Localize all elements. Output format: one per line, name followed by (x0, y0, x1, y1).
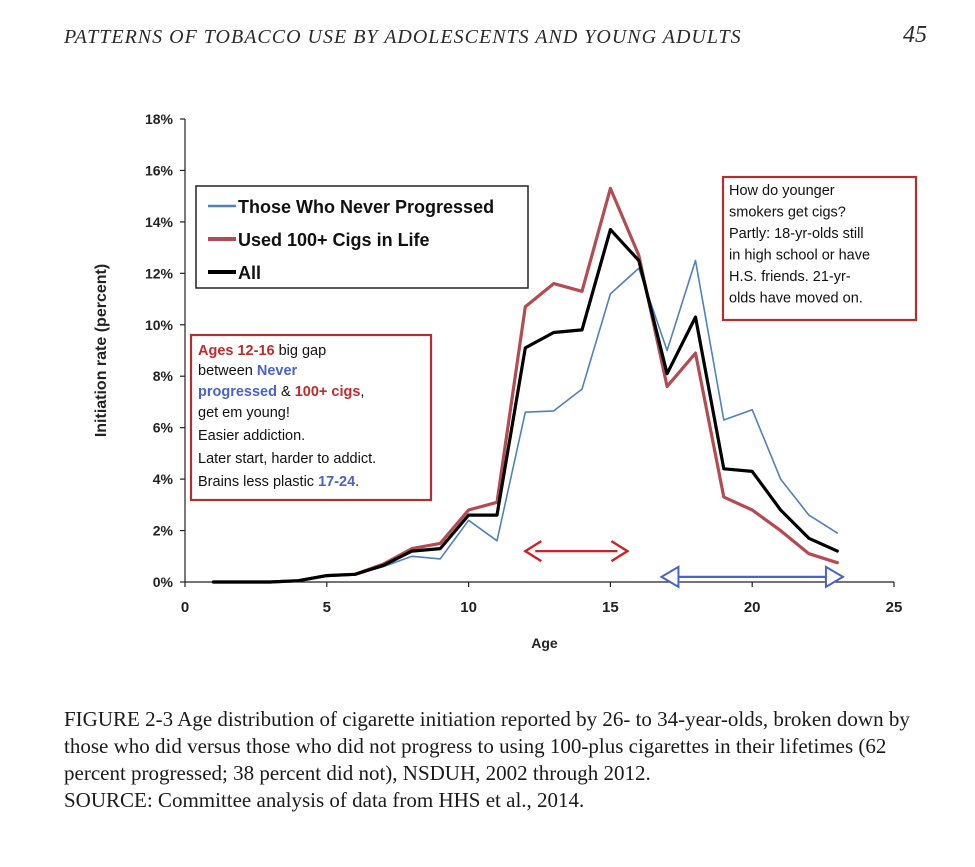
x-tick-label: 20 (744, 599, 761, 616)
legend-box (195, 185, 529, 289)
right-note-line: Partly: 18-yr-olds still (729, 226, 864, 242)
right-note-line: How do younger (729, 183, 835, 199)
y-axis-label: Initiation rate (percent) (93, 264, 110, 437)
series-line (211, 228, 839, 584)
y-tick-label: 4% (153, 471, 174, 487)
left-note-line: get em young! (198, 405, 290, 421)
right-note-line: olds have moved on. (729, 291, 863, 307)
page-number: 45 (903, 22, 927, 48)
left-note-line: progressed & 100+ cigs, (198, 384, 364, 400)
x-axis-label: Age (531, 635, 558, 651)
left-note-line: Later start, harder to addict. (198, 451, 376, 467)
left-note-line: Brains less plastic 17-24. (198, 474, 359, 490)
figure-caption-text: Age distribution of cigarette initiation… (64, 707, 910, 785)
y-tick-label: 8% (153, 368, 174, 384)
red-arrow-head-left (523, 540, 542, 563)
running-head: PATTERNS OF TOBACCO USE BY ADOLESCENTS A… (64, 26, 742, 48)
blue-arrow-head-right (824, 565, 845, 589)
y-tick-label: 0% (153, 574, 174, 590)
right-note-line: in high school or have (729, 248, 870, 264)
left-note-line: between Never (198, 363, 298, 379)
left-note-line: Easier addiction. (198, 428, 305, 444)
figure-label: FIGURE 2-3 (64, 707, 174, 731)
figure-caption: FIGURE 2-3 Age distribution of cigarette… (64, 706, 934, 814)
x-tick-label: 25 (886, 599, 903, 616)
y-tick-label: 10% (145, 317, 174, 333)
legend-label: Those Who Never Progressed (238, 197, 494, 217)
left-note-line: Ages 12-16 big gap (198, 343, 326, 359)
right-note-box (721, 175, 918, 322)
y-tick-label: 16% (145, 162, 174, 178)
y-tick-label: 6% (153, 420, 174, 436)
y-tick-label: 14% (145, 214, 174, 230)
y-tick-label: 18% (145, 111, 174, 127)
red-arrow-head-right (610, 540, 630, 563)
figure-source: SOURCE: Committee analysis of data from … (64, 788, 585, 812)
initiation-line-chart: 0% 2% 4% 6% 8% 10% 12% 14% 16% 18% 0 5 10 15 20 25 Age In… (93, 111, 918, 651)
x-tick-label: 15 (602, 599, 619, 616)
legend-label: Used 100+ Cigs in Life (238, 230, 430, 250)
x-tick-label: 10 (460, 599, 477, 616)
blue-arrow-head-left (659, 565, 680, 589)
y-tick-label: 2% (153, 523, 174, 539)
left-note-box (189, 333, 433, 502)
legend-label: All (238, 263, 261, 283)
right-note-line: smokers get cigs? (729, 205, 846, 221)
x-tick-label: 0 (181, 599, 189, 616)
right-note-line: H.S. friends. 21-yr- (729, 269, 851, 285)
y-tick-label: 12% (145, 265, 174, 281)
x-tick-label: 5 (323, 599, 331, 616)
